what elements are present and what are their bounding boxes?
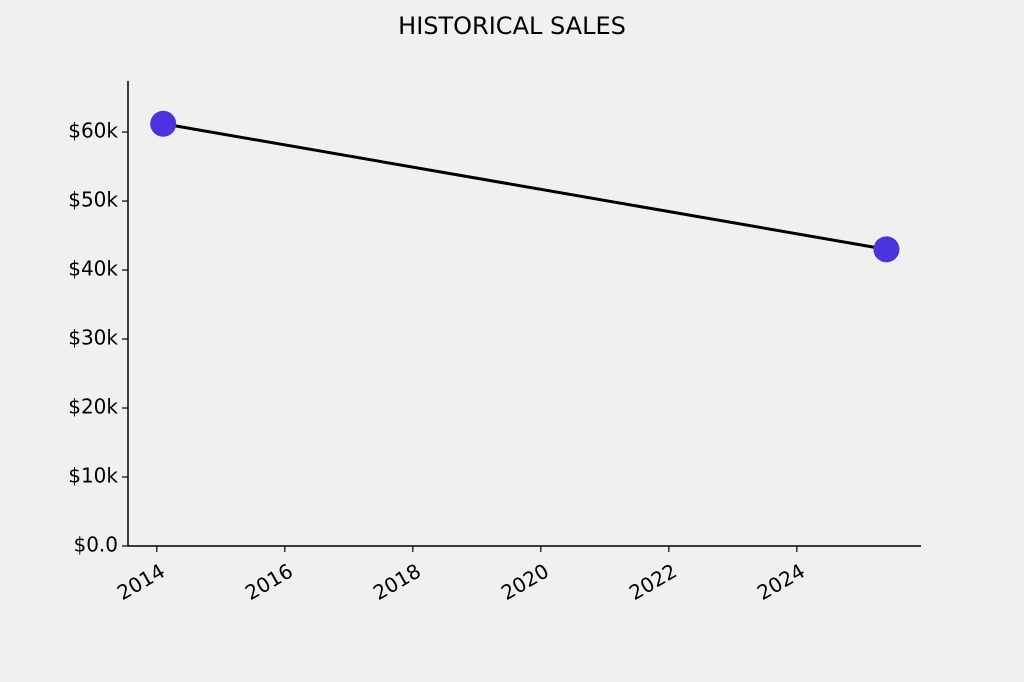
x-tick-label: 2022 <box>625 559 681 605</box>
y-tick-label: $40k <box>68 257 118 281</box>
y-tick-label: $60k <box>68 119 118 143</box>
x-tick-label: 2020 <box>497 559 553 605</box>
y-tick-label: $20k <box>68 395 118 419</box>
x-tick-label: 2018 <box>369 559 425 605</box>
y-tick-label: $0.0 <box>73 533 118 557</box>
x-tick-label: 2016 <box>241 559 297 605</box>
y-tick-label: $30k <box>68 326 118 350</box>
x-tick-label: 2024 <box>753 559 809 605</box>
marker <box>150 110 177 137</box>
y-tick-label: $50k <box>68 188 118 212</box>
y-tick-label: $10k <box>68 464 118 488</box>
marker <box>873 236 900 263</box>
x-tick-label: 2014 <box>113 559 169 605</box>
chart-title: HISTORICAL SALES <box>398 12 626 40</box>
line <box>162 122 887 251</box>
